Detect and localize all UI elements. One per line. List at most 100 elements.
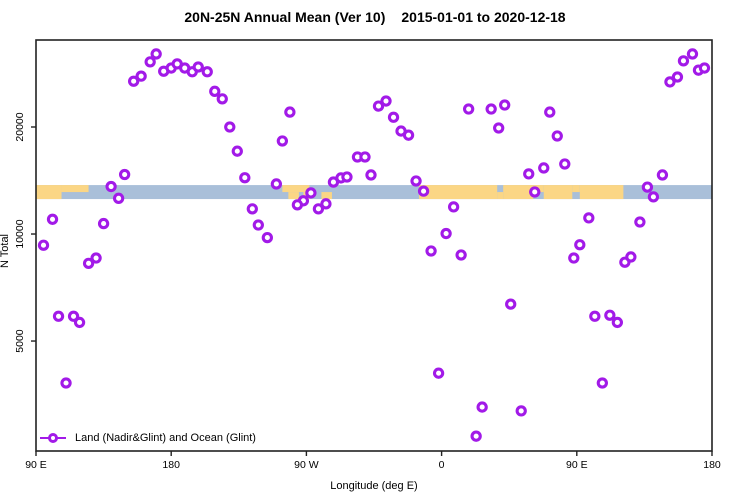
data-point	[135, 70, 147, 82]
data-point	[90, 252, 102, 264]
x-axis-title: Longitude (deg E)	[330, 480, 418, 492]
data-point	[544, 106, 556, 118]
page-title: 20N-25N Annual Mean (Ver 10) 2015-01-01 …	[0, 9, 750, 25]
title-left: 20N-25N Annual Mean (Ver 10)	[184, 9, 386, 25]
data-point	[440, 227, 452, 240]
data-point	[67, 310, 80, 322]
data-point	[677, 55, 690, 67]
title-right: 2015-01-01 to 2020-12-18	[401, 9, 566, 25]
land-segment	[543, 185, 573, 200]
land-segment	[503, 185, 534, 200]
data-point	[276, 135, 289, 147]
data-point	[493, 122, 505, 134]
data-point	[192, 61, 204, 73]
x-tick-label: 90 E	[25, 459, 47, 471]
data-point	[470, 430, 482, 442]
data-point	[515, 405, 527, 417]
data-point	[568, 252, 580, 264]
data-point	[60, 377, 72, 389]
data-point	[583, 212, 595, 224]
data-point	[201, 66, 213, 78]
data-point	[105, 180, 117, 193]
land-segment	[36, 185, 62, 200]
data-point	[671, 71, 684, 83]
x-tick-label: 180	[703, 459, 721, 471]
land-segment	[282, 185, 310, 193]
plot-frame	[35, 39, 713, 452]
data-point	[261, 231, 273, 244]
data-point	[686, 48, 699, 60]
legend: Land (Nadir&Glint) and Ocean (Glint)	[40, 430, 256, 445]
data-point	[505, 298, 517, 310]
data-point	[499, 99, 511, 111]
legend-label: Land (Nadir&Glint) and Ocean (Glint)	[75, 431, 256, 444]
data-point	[144, 56, 156, 68]
data-point	[574, 239, 586, 251]
data-point	[37, 239, 50, 251]
data-point	[538, 162, 550, 174]
data-point	[523, 168, 535, 180]
data-point	[82, 257, 95, 269]
data-point	[425, 245, 437, 257]
data-point	[341, 171, 353, 183]
y-tick-label: 20000	[14, 112, 26, 141]
data-point	[112, 192, 125, 204]
land-segment	[321, 192, 332, 200]
land-segment	[572, 185, 580, 193]
data-point	[455, 249, 467, 261]
land-segment	[61, 185, 89, 193]
data-point	[410, 175, 422, 187]
data-point	[239, 172, 251, 184]
data-point	[216, 93, 228, 105]
data-point	[698, 62, 711, 74]
data-point	[372, 100, 385, 112]
y-tick-label: 10000	[14, 219, 26, 248]
data-point	[656, 169, 669, 181]
data-point	[359, 151, 371, 163]
data-point	[387, 111, 400, 123]
x-tick-label: 0	[439, 459, 445, 471]
data-point	[611, 316, 624, 329]
legend-marker-icon	[40, 431, 66, 444]
y-axis-title: N Total	[0, 233, 11, 269]
data-point	[625, 251, 637, 263]
data-point	[118, 168, 131, 181]
data-point	[73, 316, 86, 329]
data-point	[365, 169, 377, 181]
data-point	[559, 158, 571, 170]
y-tick-label: 5000	[14, 329, 26, 353]
data-point	[402, 129, 415, 141]
data-point	[447, 201, 460, 213]
data-point	[596, 377, 608, 389]
data-point	[252, 219, 264, 231]
data-point	[485, 103, 497, 115]
data-point	[97, 217, 110, 230]
data-point	[634, 216, 646, 228]
x-tick-label: 180	[162, 459, 180, 471]
land-segment	[288, 192, 299, 200]
data-point	[529, 186, 541, 198]
data-point	[432, 367, 445, 379]
data-point	[551, 130, 563, 142]
data-point	[417, 185, 430, 197]
data-point	[284, 106, 296, 118]
data-point	[52, 310, 65, 322]
data-point	[462, 103, 475, 115]
land-segment	[497, 192, 504, 200]
x-tick-label: 90 E	[566, 459, 588, 471]
data-point	[476, 401, 488, 413]
data-point	[291, 199, 304, 211]
data-point	[231, 145, 243, 157]
data-point	[647, 191, 660, 203]
data-point	[127, 75, 140, 87]
data-point	[224, 121, 236, 133]
data-point	[604, 309, 616, 321]
data-point	[641, 181, 654, 193]
data-point	[150, 48, 162, 60]
data-point	[209, 85, 221, 97]
data-point	[589, 310, 601, 322]
data-point	[664, 76, 676, 88]
data-point	[270, 178, 283, 190]
